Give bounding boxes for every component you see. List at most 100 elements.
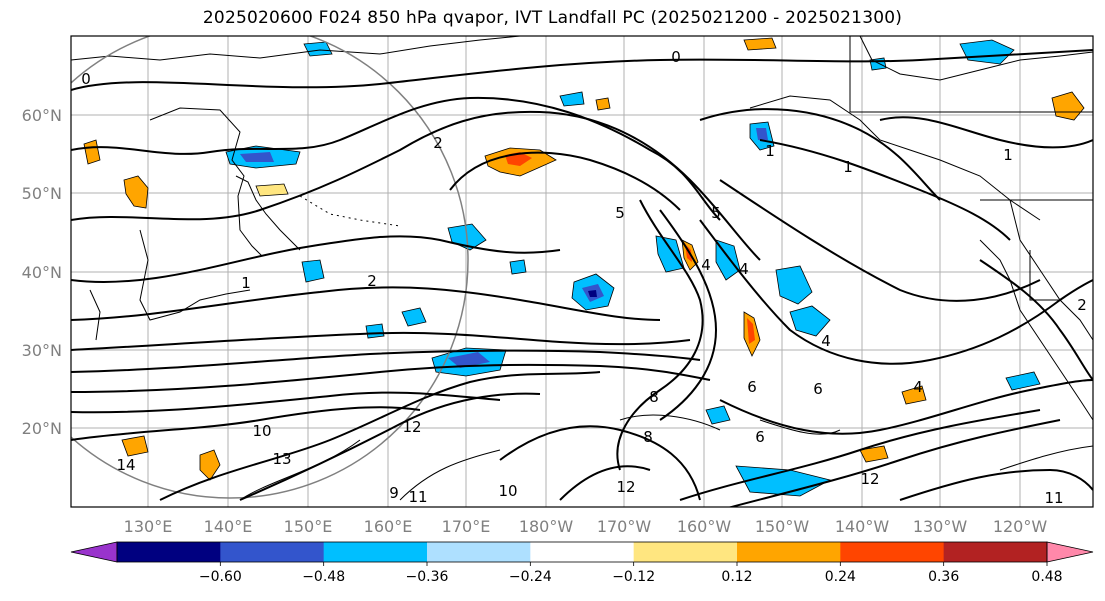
contour-label: 10 — [498, 482, 517, 500]
contour-label: 6 — [755, 428, 765, 446]
contour-label: 8 — [649, 388, 659, 406]
contour-label: 5 — [711, 204, 721, 222]
contour-label: 1 — [241, 274, 251, 292]
colorbar-tick-label: −0.60 — [199, 569, 242, 585]
colorbar-tick-label: 0.48 — [1031, 569, 1062, 585]
longitude-label: 140°E — [204, 517, 253, 536]
negative-anomaly-patch — [301, 259, 325, 283]
colorbar: −0.60 −0.48 −0.36 −0.24 −0.12 0.12 0.24 0.36 0.4… — [70, 541, 1094, 585]
positive-anomaly-patch — [743, 311, 761, 357]
latitude-label: 60°N — [22, 106, 62, 125]
longitude-label: 140°W — [835, 517, 890, 536]
contour-label: 4 — [821, 332, 831, 350]
colorbar-segment — [633, 542, 738, 562]
contour-label: 0 — [671, 48, 681, 66]
negative-anomaly-patch — [735, 465, 832, 497]
colorbar-segment — [117, 542, 221, 562]
negative-anomaly-patch — [365, 323, 385, 339]
colorbar-extend-high — [1046, 541, 1094, 563]
contour-label: 6 — [813, 380, 823, 398]
colorbar-tick-label: 0.24 — [825, 569, 856, 585]
positive-anomaly-patch — [1051, 91, 1085, 121]
negative-anomaly-patch — [749, 121, 775, 151]
negative-anomaly-patch — [225, 145, 301, 169]
latitude-label: 30°N — [22, 341, 62, 360]
contour-label: 12 — [860, 470, 879, 488]
contour-label: 4 — [739, 260, 749, 278]
negative-anomaly-patch — [559, 91, 585, 107]
latitude-label: 40°N — [22, 263, 62, 282]
colorbar-outline — [116, 541, 1048, 563]
negative-anomaly-patch — [775, 265, 813, 305]
longitude-label: 150°W — [755, 517, 810, 536]
colorbar-tick-label: 0.36 — [928, 569, 959, 585]
longitude-label: 160°W — [677, 517, 732, 536]
negative-anomaly-patch — [401, 307, 427, 327]
contour-label: 1 — [843, 158, 853, 176]
coastlines — [71, 36, 1093, 421]
contour-label: 11 — [408, 488, 427, 506]
longitude-label: 130°E — [124, 517, 173, 536]
contour-label: 14 — [116, 456, 135, 474]
map-border — [70, 35, 1094, 508]
latitude-label: 20°N — [22, 419, 62, 438]
longitude-labels: 130°E 140°E 150°E 160°E 170°E 180°W 170°W 160°W… — [124, 517, 1048, 536]
positive-anomaly-patch — [255, 183, 289, 197]
qvapor-patches — [83, 37, 1085, 497]
colorbar-tick-label: −0.48 — [302, 569, 345, 585]
negative-anomaly-patch — [655, 235, 685, 273]
contour-label: 11 — [1044, 489, 1063, 507]
colorbar-segment — [220, 542, 325, 562]
colorbar-segment — [943, 542, 1048, 562]
positive-anomaly-patch — [859, 445, 889, 463]
positive-anomaly-patch — [121, 435, 149, 457]
colorbar-tick-label: 0.12 — [721, 569, 752, 585]
positive-anomaly-patch — [901, 385, 927, 405]
contour-label: 12 — [616, 478, 635, 496]
contour-label: 0 — [81, 70, 91, 88]
colorbar-segment — [427, 542, 531, 562]
longitude-label: 170°E — [442, 517, 491, 536]
longitude-label: 180°W — [519, 517, 574, 536]
longitude-label: 160°E — [364, 517, 413, 536]
longitude-label: 130°W — [913, 517, 968, 536]
colorbar-tick-label: −0.12 — [612, 569, 655, 585]
contour-label: 2 — [367, 272, 377, 290]
longitude-label: 120°W — [993, 517, 1048, 536]
contour-label: 8 — [643, 428, 653, 446]
colorbar-segment — [323, 542, 428, 562]
map-title: 2025020600 F024 850 hPa qvapor, IVT Land… — [202, 8, 903, 28]
contour-label: 6 — [747, 378, 757, 396]
longitude-label: 170°W — [597, 517, 652, 536]
contour-label: 1 — [1003, 146, 1013, 164]
negative-anomaly-patch — [509, 259, 527, 275]
positive-anomaly-patch — [595, 97, 611, 111]
latitude-labels: 60°N 50°N 40°N 30°N 20°N — [22, 106, 62, 438]
contour-label: 9 — [389, 484, 399, 502]
positive-anomaly-patch — [199, 449, 221, 481]
contour-label: 2 — [433, 134, 443, 152]
contour-label: 13 — [272, 450, 291, 468]
colorbar-tick-label: −0.36 — [406, 569, 449, 585]
negative-anomaly-patch — [789, 305, 831, 337]
landfall-region-circle — [71, 36, 469, 499]
negative-anomaly-patch — [431, 347, 507, 377]
contour-label: 1 — [765, 142, 775, 160]
contour-label: 2 — [1077, 296, 1087, 314]
contour-label: 5 — [615, 204, 625, 222]
longitude-label: 150°E — [284, 517, 333, 536]
contour-label: 4 — [701, 256, 711, 274]
ivt-contours-thin — [239, 414, 1093, 501]
latitude-label: 50°N — [22, 184, 62, 203]
colorbar-tick-label: −0.24 — [509, 569, 552, 585]
contour-label: 10 — [252, 422, 271, 440]
negative-anomaly-patch — [1005, 371, 1041, 391]
ivt-contours — [71, 49, 1093, 507]
positive-anomaly-patch — [123, 175, 149, 209]
positive-anomaly-patch — [743, 37, 777, 51]
contour-label: 4 — [913, 378, 923, 396]
positive-anomaly-patch — [83, 139, 101, 165]
colorbar-segment — [737, 542, 841, 562]
